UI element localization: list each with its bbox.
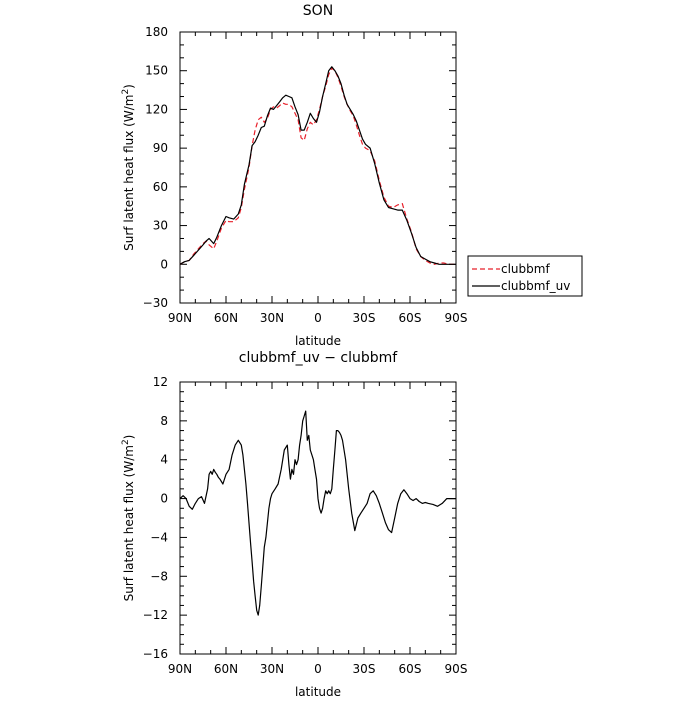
y-tick-label: −30: [143, 296, 168, 310]
y-tick-label: 4: [160, 453, 168, 467]
y-tick-label: 0: [160, 492, 168, 506]
y-tick-label: −16: [143, 647, 168, 661]
series-line-diff: [179, 410, 456, 616]
x-axis-label: latitude: [295, 685, 341, 699]
x-tick-label: 90N: [168, 662, 192, 676]
x-tick-label: 0: [314, 662, 322, 676]
y-axis-label-sup: 2: [121, 89, 131, 95]
plot-frame: [179, 381, 457, 655]
x-tick-label: 60S: [399, 311, 422, 325]
x-tick-label: 30S: [353, 311, 376, 325]
x-tick-label: 90S: [445, 662, 468, 676]
x-tick-label: 30N: [260, 311, 284, 325]
y-tick-label: −12: [143, 608, 168, 622]
y-tick-label: 30: [153, 219, 168, 233]
y-tick-label: 12: [153, 375, 168, 389]
y-tick-label: 120: [145, 102, 168, 116]
series-line-clubbmf_uv: [179, 66, 456, 265]
x-tick-label: 60N: [214, 662, 238, 676]
y-tick-label: 60: [153, 180, 168, 194]
y-axis-label-sup: 2: [121, 439, 131, 445]
legend: clubbmf clubbmf_uv: [467, 255, 583, 297]
x-tick-label: 90N: [168, 311, 192, 325]
x-tick-label: 30N: [260, 662, 284, 676]
panel-1: SON 90N 60N 30N 0 30S 60S 90S −30 0 30 60 90 120 150 18…: [121, 3, 583, 348]
y-axis-label-main: Surf latent heat flux (W/m: [122, 95, 136, 251]
plot-frame: [179, 31, 457, 304]
y-tick-label: 180: [145, 25, 168, 39]
y-tick-label: 150: [145, 64, 168, 78]
y-axis-label: Surf latent heat flux (W/m2): [121, 435, 136, 602]
series-line-clubbmf: [179, 67, 456, 265]
panel-2: clubbmf_uv − clubbmf 90N 60N 30N 0 30S 60S 90S −…: [121, 350, 467, 699]
legend-label-clubbmf_uv: clubbmf_uv: [501, 279, 570, 293]
x-tick-label: 30S: [353, 662, 376, 676]
y-tick-label: −4: [150, 530, 168, 544]
x-tick-label: 90S: [445, 311, 468, 325]
y-tick-label: −8: [150, 569, 168, 583]
chart-title: clubbmf_uv − clubbmf: [239, 350, 398, 366]
x-tick-label: 0: [314, 311, 322, 325]
chart-title: SON: [303, 3, 333, 19]
y-axis-label: Surf latent heat flux (W/m2): [121, 84, 136, 251]
y-tick-label: 8: [160, 414, 168, 428]
y-tick-label: 0: [160, 257, 168, 271]
legend-label-clubbmf: clubbmf: [501, 262, 550, 276]
x-axis-label: latitude: [295, 334, 341, 348]
x-tick-label: 60N: [214, 311, 238, 325]
y-tick-label: 90: [153, 141, 168, 155]
y-axis-label-main: Surf latent heat flux (W/m: [122, 445, 136, 601]
y-axis-label-end: ): [122, 435, 136, 440]
y-axis-label-end: ): [122, 84, 136, 89]
legend-box: [467, 255, 583, 297]
x-tick-label: 60S: [399, 662, 422, 676]
